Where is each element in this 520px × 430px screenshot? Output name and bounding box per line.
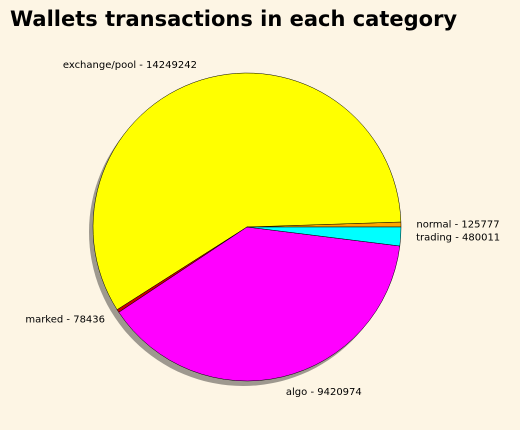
pie-slice-exchange-pool xyxy=(92,72,402,311)
slice-label-algo: algo - 9420974 xyxy=(286,387,362,398)
slice-label-trading: trading - 480011 xyxy=(416,232,500,243)
pie-slices xyxy=(92,72,402,382)
chart-title: Wallets transactions in each category xyxy=(10,7,457,31)
slice-label-normal: normal - 125777 xyxy=(416,219,499,230)
slice-label-exchange-pool: exchange/pool - 14249242 xyxy=(63,60,197,71)
pie-slice-trading xyxy=(246,226,402,247)
slice-labels: normal - 125777 exchange/pool - 14249242 m… xyxy=(25,60,500,398)
slice-label-marked: marked - 78436 xyxy=(25,314,105,325)
pie-slice-algo xyxy=(118,226,401,382)
